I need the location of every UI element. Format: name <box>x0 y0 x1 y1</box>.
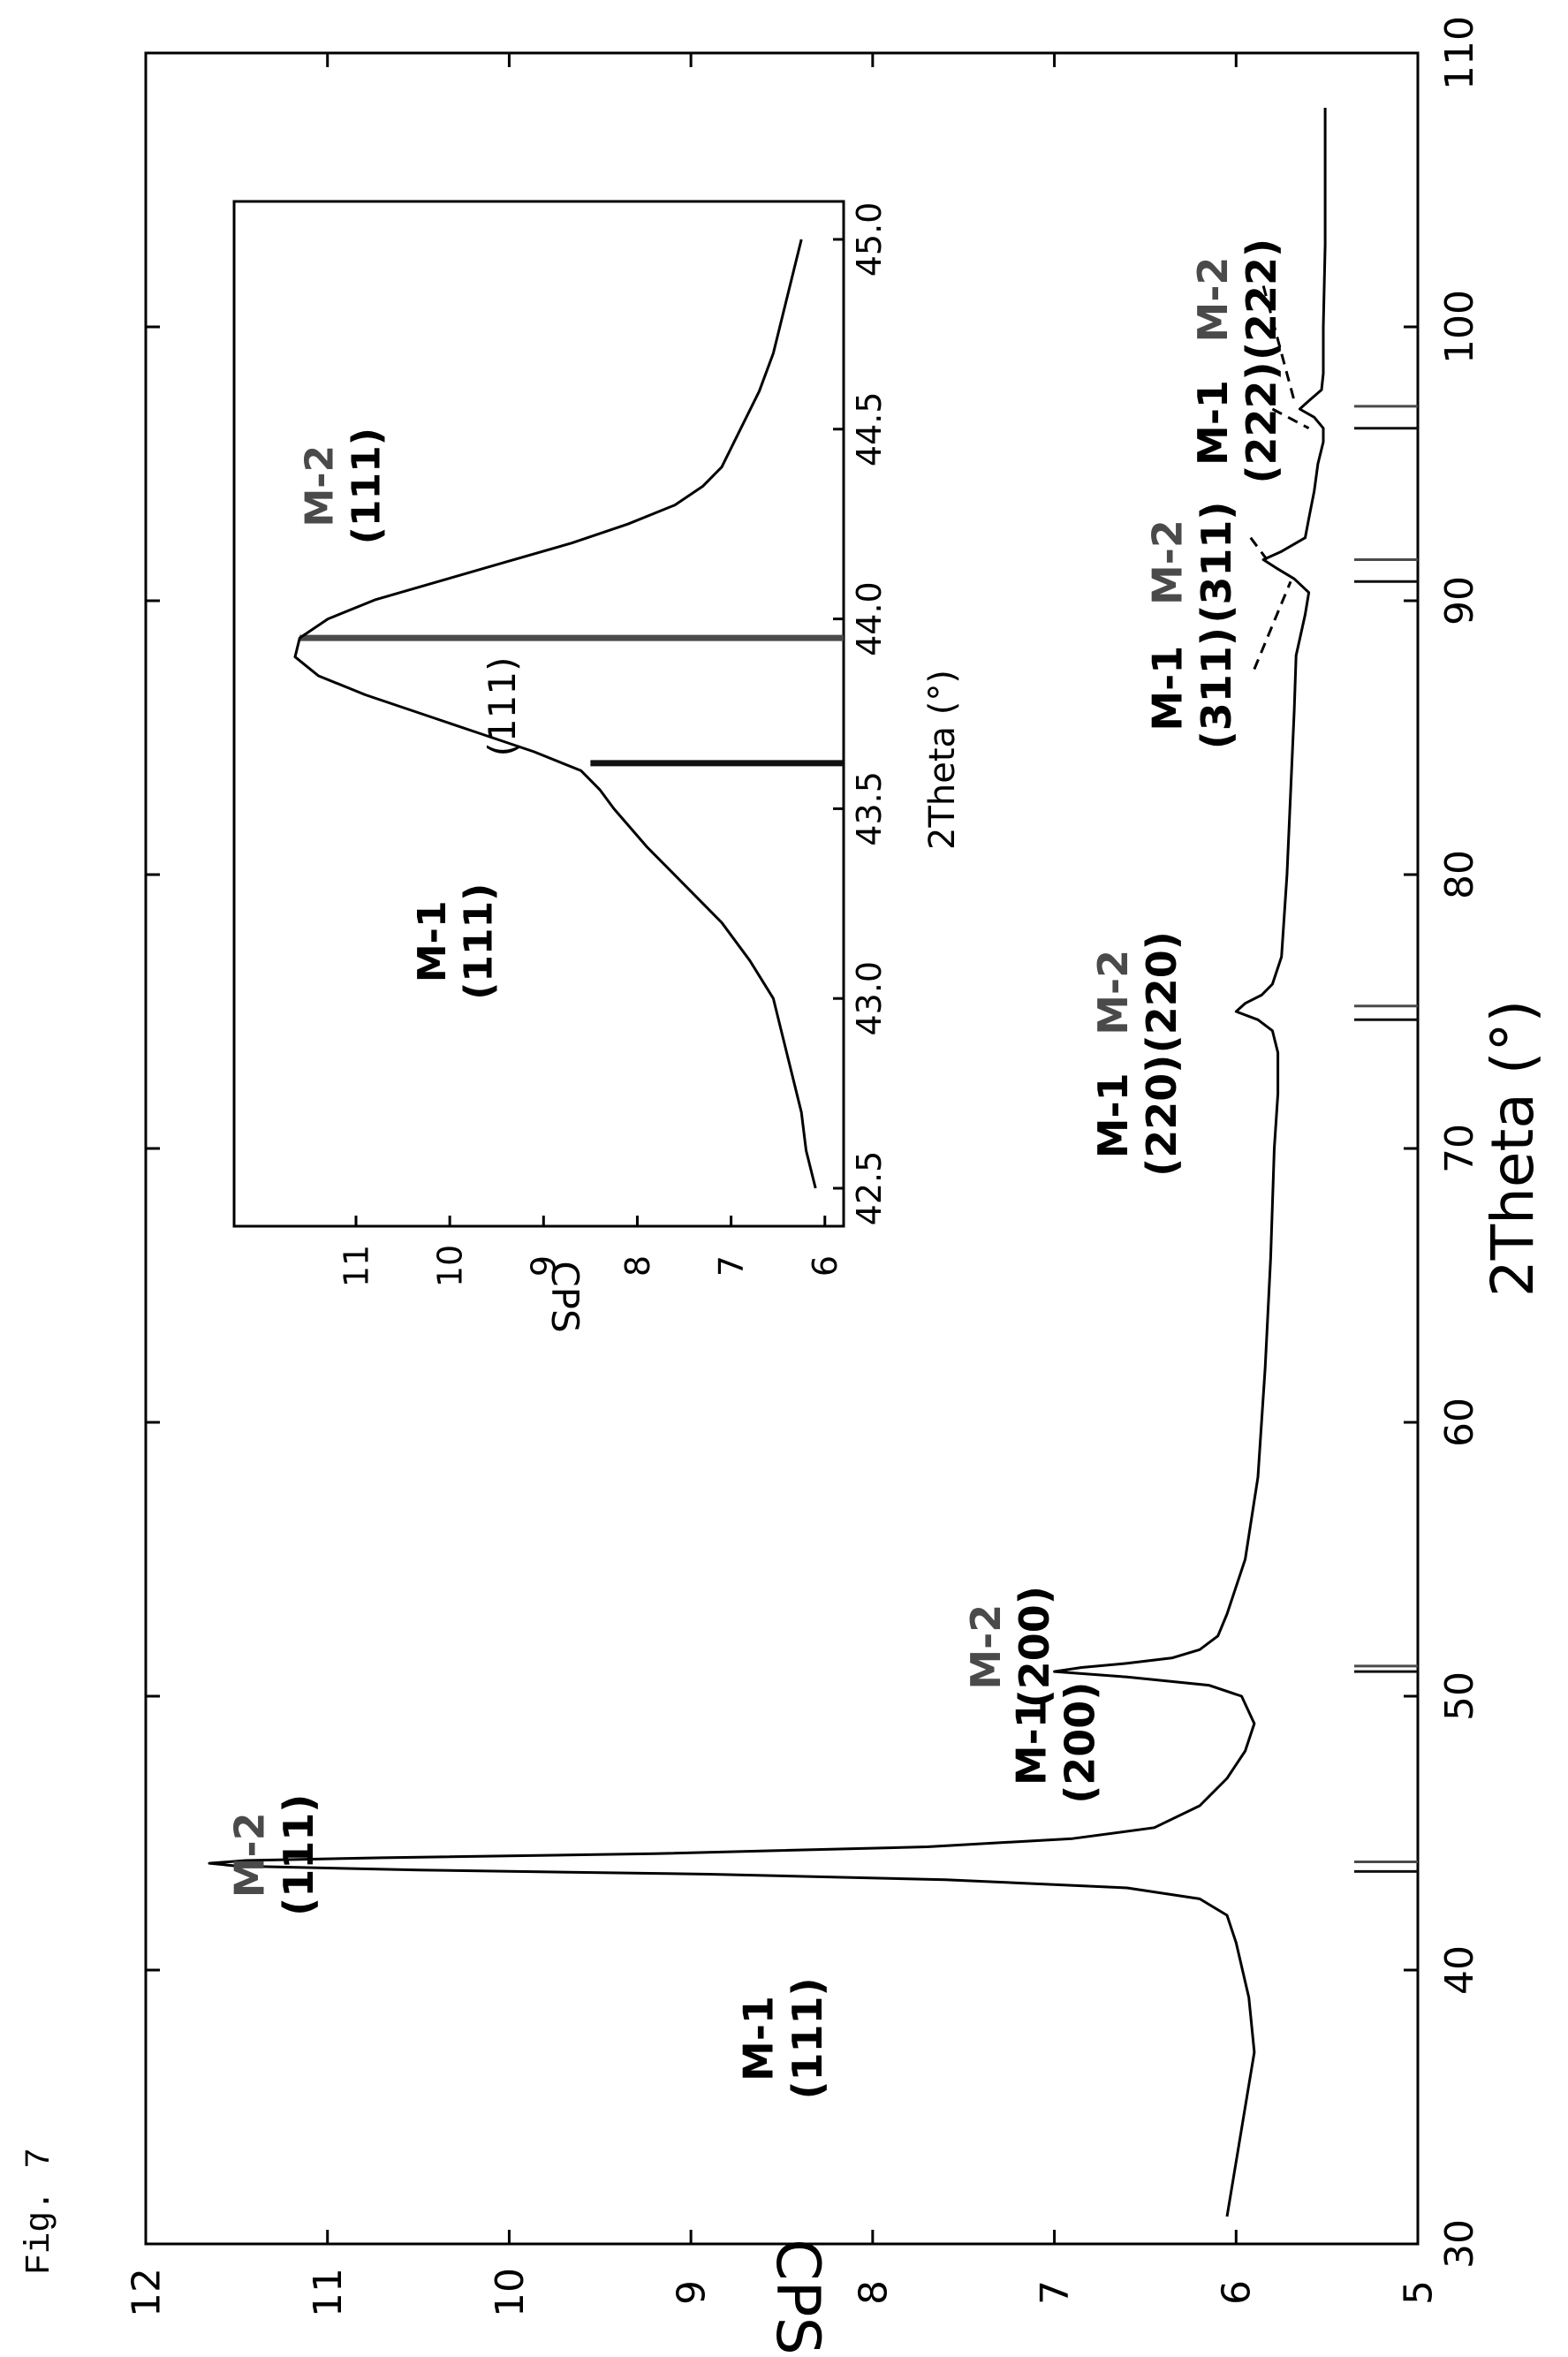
main-pattern-line <box>208 108 1327 2217</box>
peak-phase-label: M-1 <box>1007 1700 1055 1785</box>
peak-phase-label: M-1 <box>1144 646 1192 731</box>
peak-phase-label: M-2 <box>962 1604 1010 1690</box>
inset-pattern-line <box>293 239 817 1189</box>
y-tick-label: 8 <box>851 2280 896 2305</box>
inset-y-axis-label: CPS <box>543 1261 587 1332</box>
y-tick-label: 9 <box>670 2280 715 2305</box>
leader-line <box>1271 407 1310 430</box>
y-tick-label: 5 <box>1396 2280 1441 2305</box>
peak-annotation: M-2 (220) <box>1089 931 1185 1053</box>
inset-title: (111) <box>481 657 524 757</box>
inset-x-axis-label: 2Theta (°) <box>922 670 963 850</box>
x-tick-label: 43.0 <box>850 961 889 1036</box>
x-tick-label: 90 <box>1437 576 1482 625</box>
x-tick-label: 40 <box>1437 1945 1482 1995</box>
x-tick-label: 60 <box>1437 1398 1482 1447</box>
x-tick-label: 30 <box>1437 2219 1482 2269</box>
inset-reference-lines <box>299 634 844 767</box>
main-reference-lines <box>1354 405 1418 1873</box>
peak-plane-label: (200) <box>1056 1682 1103 1804</box>
peak-annotation: M-1 (222) <box>1189 361 1285 483</box>
x-tick-label: 42.5 <box>850 1151 889 1226</box>
peak-plane-label: (220) <box>1138 931 1185 1053</box>
inset-axis-ticks: 42.5 43.0 43.5 44.0 44.5 45.0 6 7 8 9 10 11 <box>337 202 889 1288</box>
peak-phase-label: M-2 <box>1089 950 1137 1035</box>
peak-annotation: M-2 (200) <box>962 1586 1058 1708</box>
leader-line <box>1261 285 1296 402</box>
x-tick-label: 45.0 <box>850 202 889 277</box>
x-tick-label: 43.5 <box>850 771 889 846</box>
peak-phase-label: M-1 <box>410 900 455 982</box>
peak-annotation: M-1 (200) <box>1007 1682 1103 1804</box>
x-tick-label: 100 <box>1437 290 1482 364</box>
peak-phase-label: M-2 <box>226 1812 274 1898</box>
x-tick-label: 70 <box>1437 1124 1482 1173</box>
inset-peak-annotations: M-1 (111)M-2 (111) <box>297 428 501 1000</box>
y-tick-label: 11 <box>337 1245 375 1287</box>
peak-annotation: M-1 (311) <box>1144 627 1240 749</box>
y-tick-label: 6 <box>1215 2280 1260 2305</box>
peak-annotation: M-2 (111) <box>226 1794 322 1916</box>
peak-plane-label: (311) <box>1193 502 1240 624</box>
peak-plane-label: (222) <box>1238 239 1285 360</box>
peak-annotation: M-1 (220) <box>1089 1055 1185 1177</box>
y-tick-label: 7 <box>1033 2280 1078 2305</box>
y-tick-label: 6 <box>806 1255 845 1277</box>
peak-plane-label: (111) <box>784 1977 831 2099</box>
peak-annotation: M-2 (311) <box>1144 502 1240 624</box>
leader-line <box>1253 580 1292 671</box>
leader-line <box>1249 536 1269 561</box>
y-tick-label: 8 <box>618 1255 657 1277</box>
peak-phase-label: M-1 <box>735 1996 783 2081</box>
peak-plane-label: (200) <box>1011 1586 1058 1708</box>
peak-phase-label: M-2 <box>1189 257 1237 343</box>
main-y-axis-label: CPS <box>762 2239 832 2355</box>
peak-phase-label: M-2 <box>297 445 342 527</box>
x-tick-label: 50 <box>1437 1671 1482 1721</box>
peak-phase-label: M-1 <box>1089 1072 1137 1158</box>
main-axis-ticks: 30 40 50 60 70 80 90 100 110 5 6 7 8 9 10 11 12 <box>124 16 1482 2317</box>
peak-plane-label: (111) <box>344 428 389 544</box>
x-tick-label: 44.0 <box>850 581 889 656</box>
main-leader-lines <box>1249 285 1310 671</box>
y-tick-label: 10 <box>430 1245 469 1287</box>
y-tick-label: 7 <box>712 1255 751 1277</box>
main-x-axis-label: 2Theta (°) <box>1479 1000 1547 1298</box>
peak-annotation: M-2 (222) <box>1189 239 1285 360</box>
peak-plane-label: (311) <box>1193 627 1240 749</box>
x-tick-label: 110 <box>1437 16 1482 90</box>
peak-annotation: M-2 (111) <box>297 428 389 544</box>
y-tick-label: 9 <box>525 1255 564 1277</box>
y-tick-label: 12 <box>124 2268 169 2317</box>
x-tick-label: 80 <box>1437 850 1482 899</box>
peak-plane-label: (111) <box>275 1794 322 1916</box>
x-tick-label: 44.5 <box>850 391 889 466</box>
y-tick-label: 10 <box>488 2268 533 2317</box>
main-peak-annotations: M-1 (111)M-2 (111)M-1 (200)M-2 (200)M-1 (220)… <box>226 239 1285 2100</box>
peak-plane-label: (222) <box>1238 361 1285 483</box>
peak-phase-label: M-1 <box>1189 380 1237 466</box>
inset-plot-frame <box>232 200 845 1228</box>
peak-annotation: M-1 (111) <box>410 883 502 1000</box>
figure-label: Fig. 7 <box>20 2148 60 2275</box>
peak-plane-label: (111) <box>457 883 502 1000</box>
peak-plane-label: (220) <box>1138 1055 1185 1177</box>
y-tick-label: 11 <box>306 2268 351 2317</box>
peak-annotation: M-1 (111) <box>735 1977 831 2099</box>
peak-phase-label: M-2 <box>1144 519 1192 605</box>
